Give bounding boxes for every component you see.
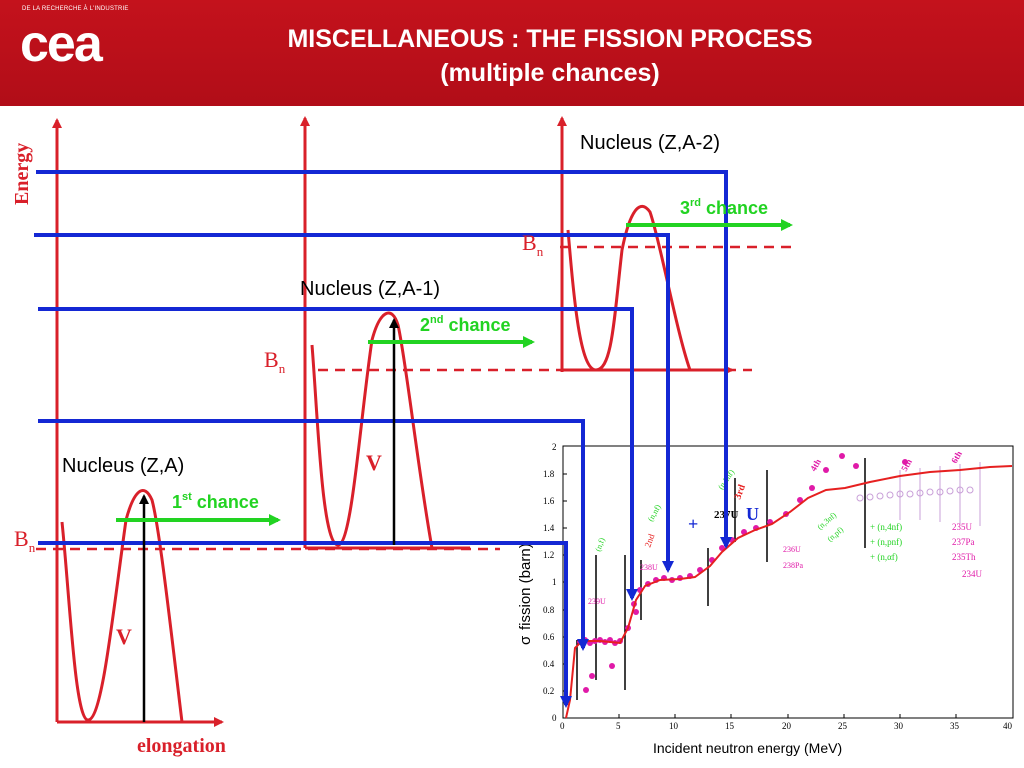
v-arrows [139,318,399,722]
ann-3rd: 3rd [732,483,748,501]
inset-x-ticks: 0 5 10 15 20 25 30 35 40 [560,721,1013,731]
blue-levels [34,170,732,708]
ytick-1: 1 [552,577,557,587]
ytick-18: 1.8 [543,469,555,479]
inset-evaluation-curve [565,465,1013,719]
xtick-20: 20 [782,721,792,731]
level-2 [34,233,674,573]
chance-2-label: 2nd chance [420,314,511,335]
ann-238pa: 238Pa [783,561,803,570]
energy-label: Energy [11,143,33,205]
ytick-12: 1.2 [543,550,554,560]
barrier-2 [310,311,434,549]
title-line-1: MISCELLANEOUS : THE FISSION PROCESS [287,25,813,53]
v-label-1: V [116,624,132,649]
xtick-10: 10 [669,721,679,731]
reaction-n4nf: + (n,4nf) [870,522,902,532]
xtick-15: 15 [725,721,735,731]
inset-open-circles [856,462,981,526]
inset-ylabel-sigma: σ [517,635,534,645]
title-line-2: (multiple chances) [440,59,660,87]
chance-1-label: 1st chance [172,491,259,512]
v-label-2: V [366,450,382,475]
cea-logo: cea [20,15,103,73]
inset-xlabel: Incident neutron energy (MeV) [653,740,842,756]
barrier-1 [60,489,184,723]
ytick-04: 0.4 [543,659,555,669]
bn-label-2: Bn [264,347,286,376]
xtick-0: 0 [560,721,565,731]
bn-label-3: Bn [522,230,544,259]
isotope-234u: 234U [962,569,983,579]
xtick-40: 40 [1003,721,1013,731]
ytick-02: 0.2 [543,686,554,696]
ann-238u: 238U [640,563,658,572]
xtick-35: 35 [950,721,960,731]
bn-lines [36,245,794,551]
ytick-08: 0.8 [543,605,555,615]
ytick-06: 0.6 [543,632,555,642]
logo-tagline: DE LA RECHERCHE À L'INDUSTRIE [22,6,129,12]
header-banner: DE LA RECHERCHE À L'INDUSTRIE cea MISCEL… [0,0,1024,106]
inset-threshold-bars [576,458,866,700]
ytick-14: 1.4 [543,523,555,533]
nucleus-1-label: Nucleus (Z,A) [62,455,184,477]
ann-239u: 239U [588,597,606,606]
xtick-25: 25 [838,721,848,731]
xtick-30: 30 [894,721,904,731]
isotope-235u: 235U [952,522,973,532]
xtick-5: 5 [616,721,621,731]
isotope-237pa: 237Pa [952,537,975,547]
ytick-16: 1.6 [543,496,555,506]
bn-label-1: Bn [14,526,36,555]
reaction-npnf: + (n,pnf) [870,537,902,547]
isotope-235th: 235Th [952,552,976,562]
barriers [60,205,692,723]
ann-plus: + [688,514,698,534]
level-5 [38,541,572,708]
slide-title: MISCELLANEOUS : THE FISSION PROCESS (mul… [190,22,910,90]
ytick-2: 2 [552,442,557,452]
ann-236u: 236U [783,545,801,554]
inset-plot: 0 0.2 0.4 0.6 0.8 1 1.2 1.4 1.6 1.8 2 0 … [517,442,1014,756]
inset-frame [562,445,1014,719]
level-3 [38,307,638,601]
nucleus-3-label: Nucleus (Z,A-2) [580,132,720,154]
level-1 [36,170,732,549]
level-4 [38,419,589,651]
chance-3-label: 3rd chance [680,197,768,218]
elongation-label: elongation [137,735,226,757]
chance-arrows [116,219,793,526]
reaction-naf: + (n,αf) [870,552,898,562]
inset-reaction-legend: + (n,4nf) + (n,pnf) + (n,αf) 235U 237Pa … [870,522,983,579]
inset-ylabel: fission (barn) [517,543,534,630]
ann-237u-U: U [746,504,759,524]
barrier-3 [566,205,692,372]
nucleus-2-label: Nucleus (Z,A-1) [300,278,440,300]
inset-y-ticks: 0 0.2 0.4 0.6 0.8 1 1.2 1.4 1.6 1.8 2 [543,442,557,723]
ann-2nd: 2nd [642,532,656,549]
ytick-0: 0 [552,713,557,723]
